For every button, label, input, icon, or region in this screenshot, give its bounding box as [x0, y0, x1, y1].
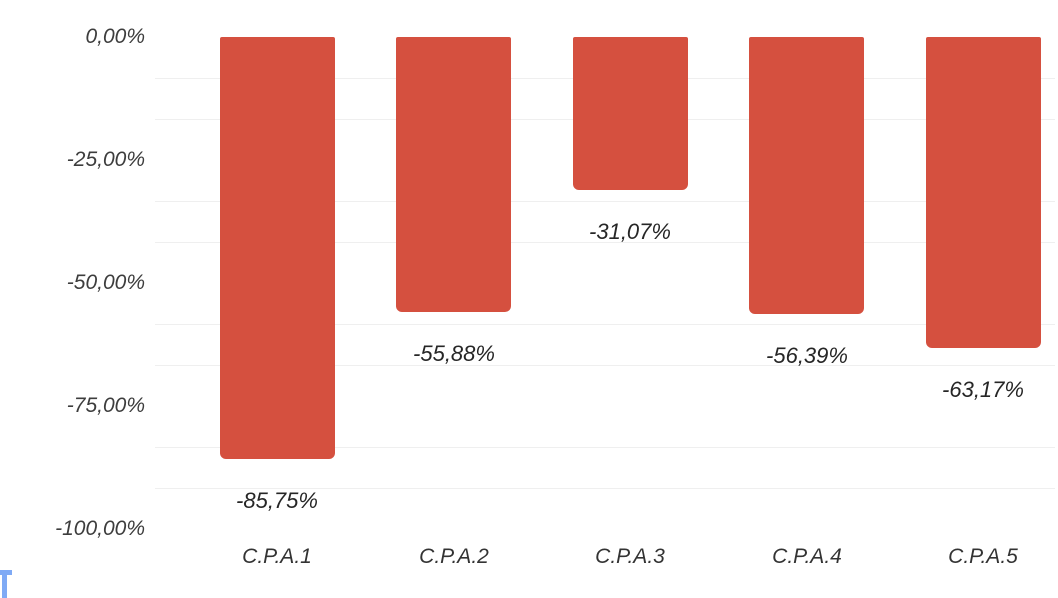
value-label: -56,39% [766, 343, 848, 368]
minor-gridline [155, 488, 1055, 489]
cropped-blue-letter-t-icon [0, 570, 14, 598]
bar-C.P.A.1[interactable] [220, 37, 335, 459]
minor-gridline [155, 201, 1055, 202]
y-axis-tick-label: -50,00% [66, 271, 145, 294]
y-axis-tick-label: -25,00% [66, 148, 145, 171]
letter-t-stem [2, 570, 7, 598]
bar-C.P.A.4[interactable] [749, 37, 864, 314]
x-axis-category-label: C.P.A.4 [772, 545, 842, 568]
minor-gridline [155, 447, 1055, 448]
x-axis-category-label: C.P.A.3 [595, 545, 665, 568]
x-axis-category-label: C.P.A.2 [419, 545, 489, 568]
value-label: -31,07% [589, 219, 671, 244]
bar-C.P.A.2[interactable] [396, 37, 511, 312]
bar-C.P.A.3[interactable] [573, 37, 688, 190]
minor-gridline [155, 242, 1055, 243]
minor-gridline [155, 324, 1055, 325]
x-axis-category-label: C.P.A.1 [242, 545, 312, 568]
minor-gridline [155, 365, 1055, 366]
bar-C.P.A.5[interactable] [926, 37, 1041, 348]
value-label: -85,75% [236, 488, 318, 513]
value-label: -63,17% [942, 377, 1024, 402]
y-axis-tick-label: 0,00% [85, 25, 145, 48]
y-axis-tick-label: -100,00% [55, 517, 145, 540]
value-label: -55,88% [413, 341, 495, 366]
x-axis-category-label: C.P.A.5 [948, 545, 1018, 568]
y-axis-tick-label: -75,00% [66, 394, 145, 417]
